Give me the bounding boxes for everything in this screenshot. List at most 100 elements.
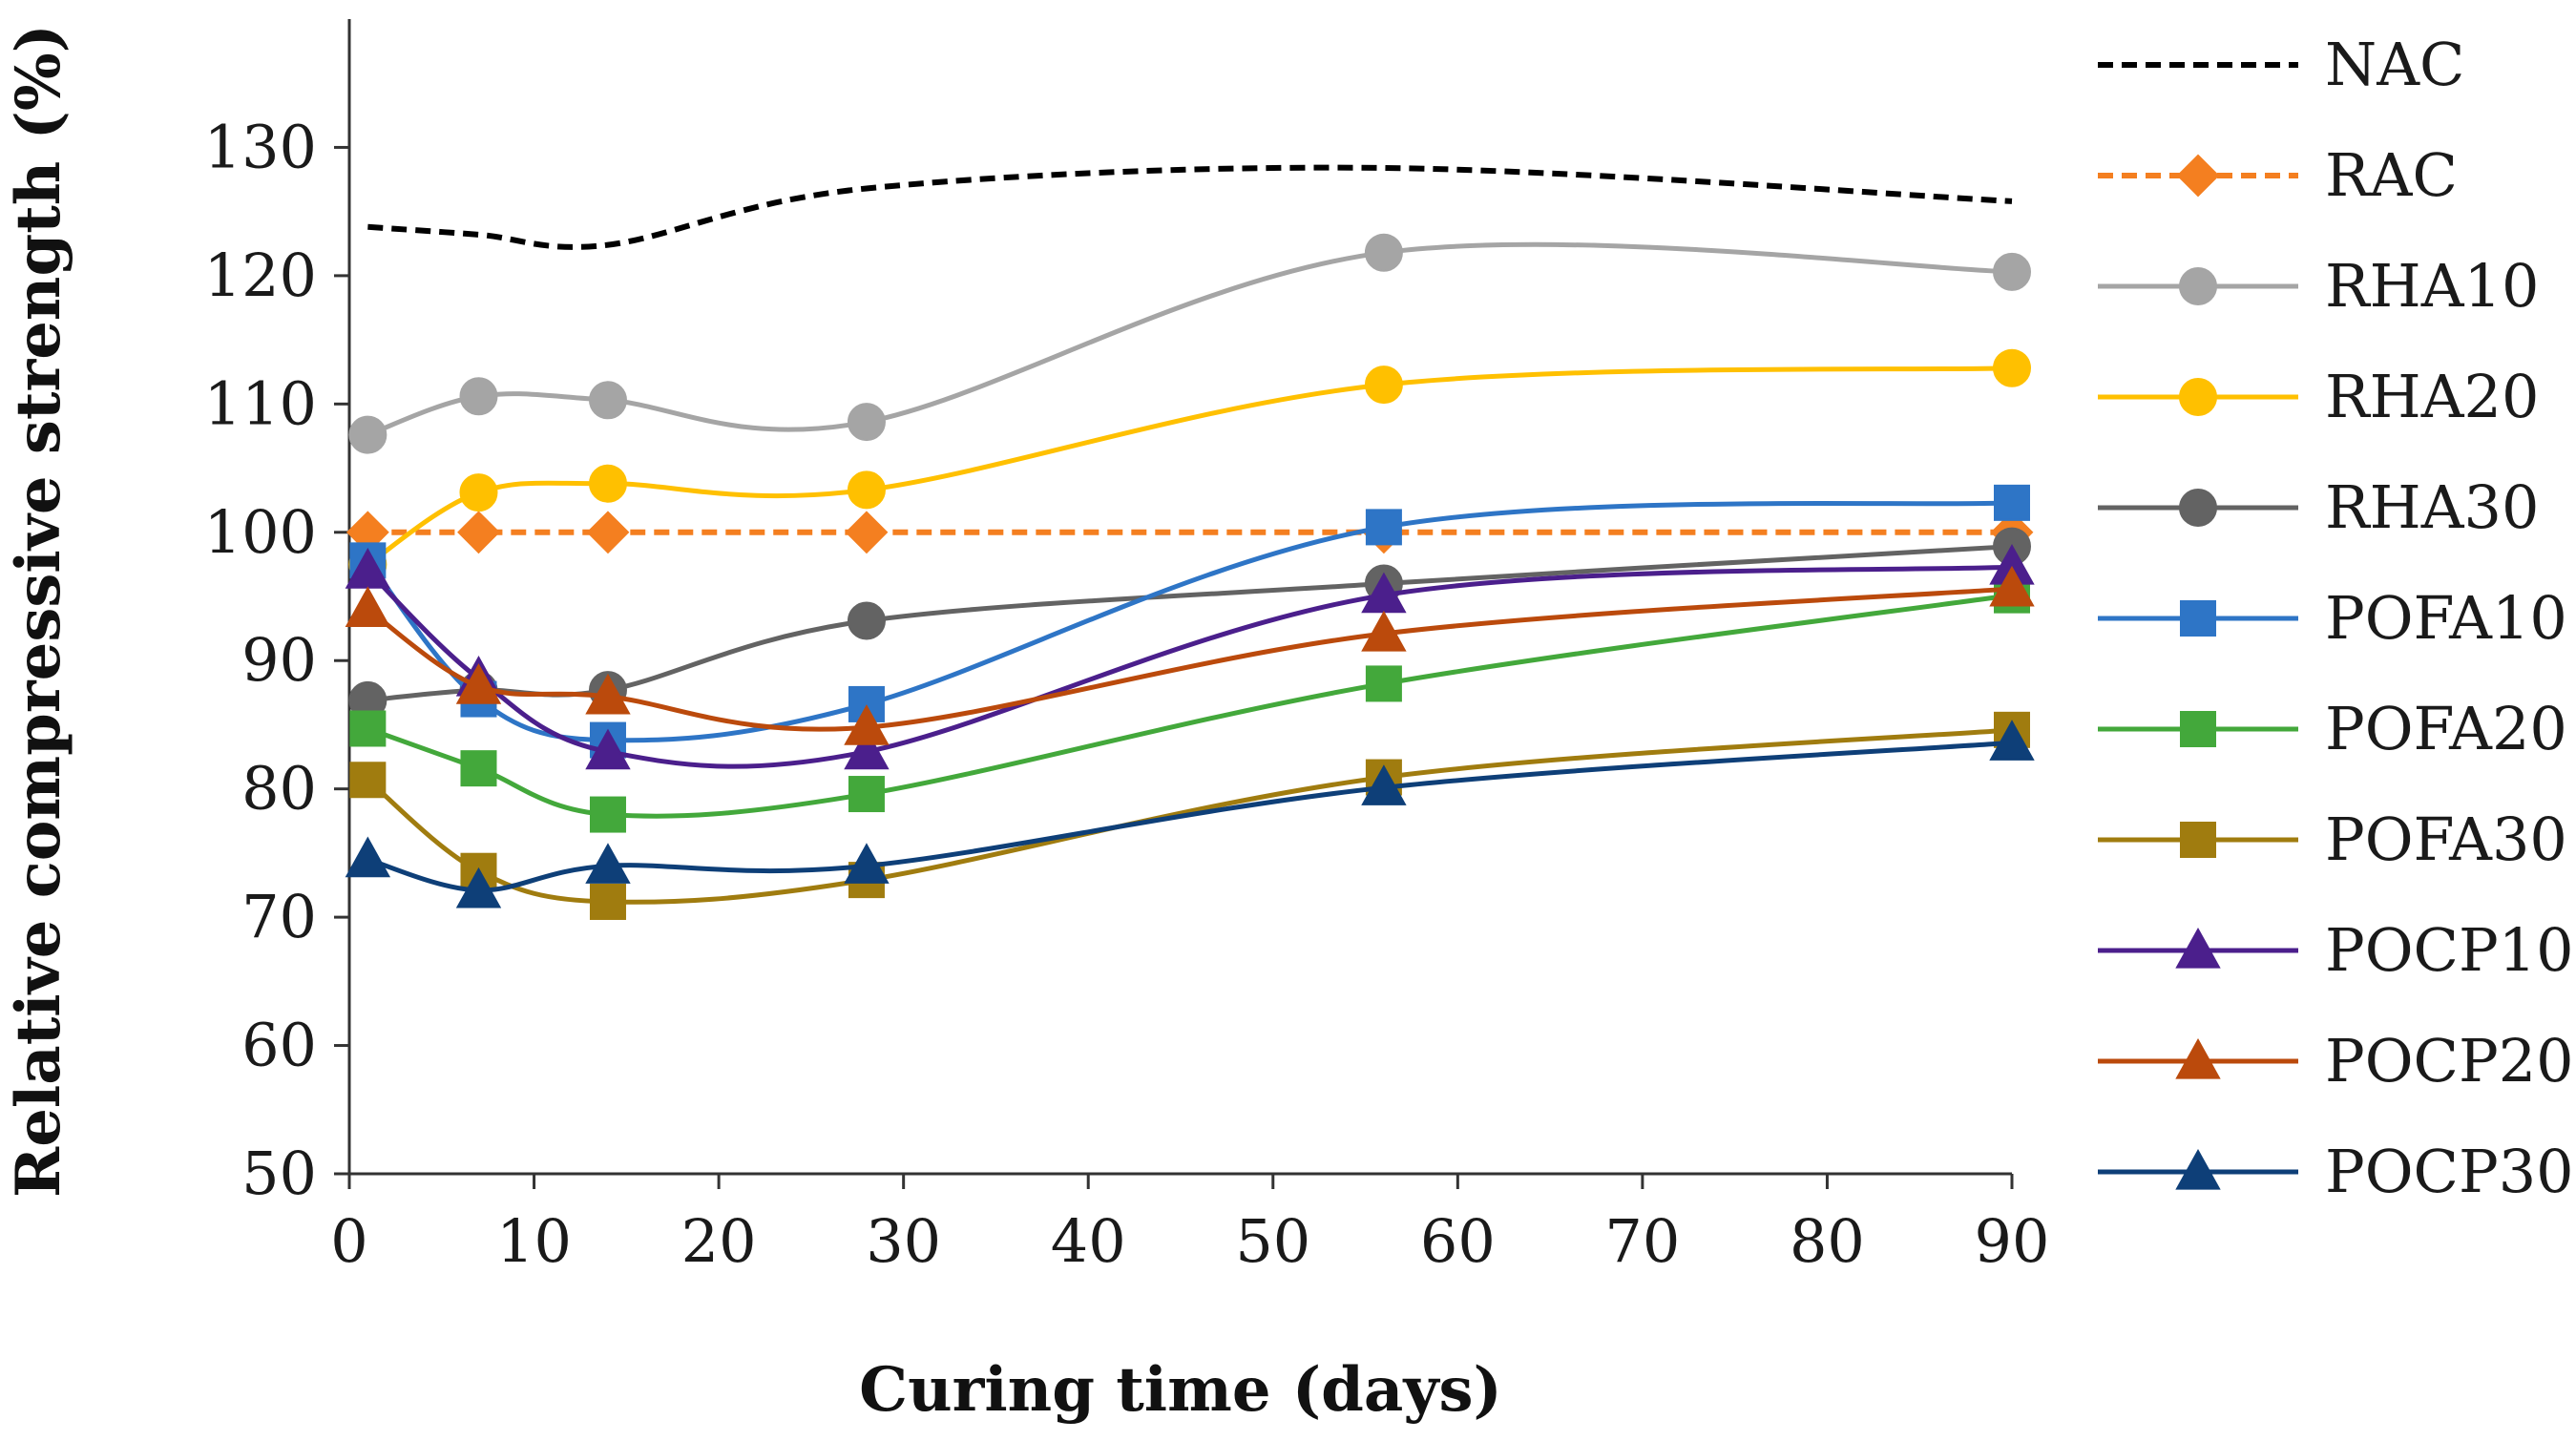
x-ticks: 0 10 20 30 40 50 60 70 80 90 — [330, 1174, 2049, 1276]
y-tick-label: 60 — [241, 1011, 317, 1080]
legend-marker-pocp20 — [2175, 1037, 2221, 1079]
y-tick-label: 90 — [241, 625, 317, 695]
data-point-pocp20 — [1989, 565, 2035, 607]
x-tick-label: 60 — [1420, 1206, 1496, 1276]
x-tick-label: 50 — [1235, 1206, 1310, 1276]
data-point-rac — [845, 511, 889, 554]
legend-marker-pofa20 — [2180, 711, 2216, 747]
legend-item-pocp10: POCP10 — [2098, 915, 2574, 985]
series-line-nac — [367, 164, 2013, 250]
legend-label-rha20: RHA20 — [2325, 362, 2539, 431]
legend-label-pofa20: POFA20 — [2325, 694, 2567, 763]
y-tick-label: 70 — [241, 882, 317, 951]
data-point-pofa20 — [589, 796, 626, 833]
data-point-pocp30 — [455, 867, 502, 908]
data-point-pocp20 — [455, 663, 502, 704]
data-point-rha20 — [1993, 348, 2031, 387]
x-tick-label: 20 — [681, 1206, 757, 1276]
data-point-rha20 — [588, 464, 627, 503]
data-point-pofa10 — [1994, 484, 2030, 521]
legend-item-pocp20: POCP20 — [2098, 1026, 2574, 1096]
series-line-pocp20 — [366, 586, 2013, 732]
legend-item-pofa20: POFA20 — [2098, 694, 2567, 763]
legend-label-nac: NAC — [2325, 30, 2464, 99]
y-tick-label: 130 — [204, 112, 317, 181]
x-tick-label: 10 — [496, 1206, 572, 1276]
data-point-rac — [586, 511, 630, 554]
data-point-pofa10 — [1365, 509, 1402, 546]
series-rac — [346, 511, 2034, 554]
data-point-rac — [457, 511, 500, 554]
legend-label-rha10: RHA10 — [2325, 251, 2539, 321]
data-point-rha30 — [847, 601, 886, 640]
data-point-pofa20 — [848, 776, 885, 813]
legend-marker-pofa10 — [2180, 600, 2216, 637]
x-tick-label: 40 — [1051, 1206, 1126, 1276]
data-point-rha10 — [588, 381, 627, 420]
series-line-rha10 — [367, 241, 2013, 437]
y-tick-label: 80 — [241, 754, 317, 824]
x-tick-label: 90 — [1975, 1206, 2050, 1276]
legend-label-pocp10: POCP10 — [2325, 915, 2574, 985]
legend-marker-pofa30 — [2180, 822, 2216, 858]
series-pocp30 — [345, 720, 2035, 908]
y-tick-label: 50 — [241, 1138, 317, 1208]
legend-label-rac: RAC — [2325, 140, 2458, 210]
data-point-rha10 — [847, 403, 886, 442]
legend-item-rha20: RHA20 — [2098, 362, 2539, 431]
data-point-pocp20 — [585, 673, 631, 715]
legend-marker-rha30 — [2179, 489, 2217, 527]
legend-item-pocp30: POCP30 — [2098, 1137, 2574, 1206]
legend-label-pofa30: POFA30 — [2325, 804, 2567, 874]
series-pocp20 — [345, 565, 2035, 745]
y-ticks: 50 60 70 80 90 100 110 120 130 — [204, 112, 349, 1208]
data-point-rha20 — [847, 470, 886, 510]
legend-item-pofa30: POFA30 — [2098, 804, 2567, 874]
data-point-rha10 — [1364, 233, 1403, 272]
data-point-rha10 — [1993, 252, 2031, 291]
legend-item-rha30: RHA30 — [2098, 472, 2539, 542]
data-point-pocp30 — [844, 843, 890, 884]
data-point-pofa20 — [460, 750, 497, 787]
series-nac — [367, 164, 2013, 250]
data-point-pocp30 — [1989, 720, 2035, 761]
data-point-pocp10 — [585, 728, 631, 770]
data-point-rha20 — [459, 473, 498, 512]
data-point-pofa20 — [349, 710, 387, 747]
data-point-pocp10 — [844, 728, 890, 770]
legend-label-pofa10: POFA10 — [2325, 583, 2567, 653]
x-tick-label: 0 — [330, 1206, 367, 1276]
x-tick-label: 30 — [866, 1206, 941, 1276]
data-point-pocp20 — [345, 586, 391, 628]
legend-marker-pocp10 — [2175, 927, 2221, 969]
legend-item-pofa10: POFA10 — [2098, 583, 2567, 653]
y-tick-label: 110 — [204, 368, 317, 438]
y-tick-label: 100 — [204, 497, 317, 567]
legend-item-nac: NAC — [2098, 30, 2464, 99]
data-point-pocp30 — [1361, 764, 1407, 805]
y-axis-title: Relative compressive strength (%) — [3, 24, 74, 1198]
legend-marker-rha20 — [2179, 378, 2217, 416]
legend-label-pocp20: POCP20 — [2325, 1026, 2574, 1096]
legend-item-rha10: RHA10 — [2098, 251, 2539, 321]
legend-marker-rha10 — [2179, 267, 2217, 305]
series-rha10 — [348, 233, 2031, 454]
y-tick-label: 120 — [204, 240, 317, 310]
data-point-pocp30 — [585, 843, 631, 884]
x-tick-label: 70 — [1604, 1206, 1680, 1276]
x-axis-title: Curing time (days) — [859, 1354, 1502, 1426]
legend-label-rha30: RHA30 — [2325, 472, 2539, 542]
legend-marker-pocp30 — [2175, 1148, 2221, 1190]
data-point-pofa30 — [349, 762, 387, 799]
x-tick-label: 80 — [1790, 1206, 1865, 1276]
data-point-pocp30 — [345, 836, 391, 878]
data-point-pofa30 — [589, 883, 626, 920]
data-point-rha10 — [348, 415, 387, 454]
data-point-pocp20 — [1361, 610, 1407, 652]
data-point-pofa20 — [1365, 665, 1402, 702]
data-point-rha10 — [459, 377, 498, 416]
series-group — [345, 164, 2035, 920]
legend: NAC RAC RHA10 RHA20 RHA30 POFA10 POFA20 POFA30 P… — [2098, 30, 2574, 1206]
legend-item-rac: RAC — [2098, 140, 2458, 210]
